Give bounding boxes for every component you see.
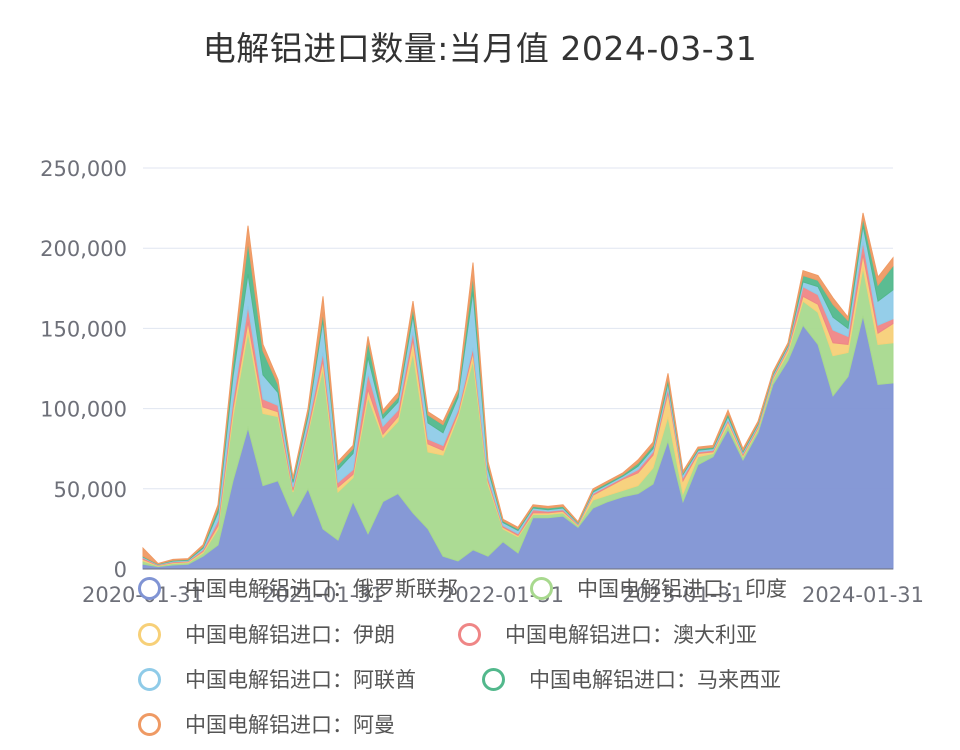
y-tick-label: 100,000	[40, 398, 127, 422]
legend-item-malaysia[interactable]: 中国电解铝进口：马来西亚	[482, 661, 781, 697]
y-tick-label: 0	[114, 558, 127, 582]
legend-item-india[interactable]: 中国电解铝进口：印度	[530, 570, 787, 606]
chart-legend: 中国电解铝进口：俄罗斯联邦 中国电解铝进口：印度 中国电解铝进口：伊朗 中国电解…	[0, 562, 960, 750]
legend-label: 中国电解铝进口：印度	[577, 577, 787, 601]
legend-item-oman[interactable]: 中国电解铝进口：阿曼	[138, 706, 395, 742]
legend-marker-icon	[138, 712, 161, 736]
legend-label: 中国电解铝进口：阿曼	[185, 713, 395, 737]
legend-marker-icon	[138, 667, 161, 691]
legend-item-iran[interactable]: 中国电解铝进口：伊朗	[138, 616, 395, 652]
legend-marker-icon	[530, 576, 553, 600]
legend-marker-icon	[458, 622, 481, 646]
legend-item-uae[interactable]: 中国电解铝进口：阿联酋	[138, 661, 416, 697]
legend-item-russia[interactable]: 中国电解铝进口：俄罗斯联邦	[138, 570, 458, 606]
x-tick-label: 2024-01-31	[802, 583, 924, 607]
legend-marker-icon	[138, 576, 161, 600]
x-tick-label: 2023-01-31	[622, 583, 744, 607]
y-tick-label: 150,000	[40, 317, 127, 341]
y-tick-label: 50,000	[54, 478, 127, 502]
area-series-6	[142, 212, 894, 565]
x-tick-label: 2021-01-31	[262, 583, 384, 607]
y-tick-label: 200,000	[40, 237, 127, 261]
y-tick-label: 250,000	[40, 157, 127, 181]
legend-marker-icon	[482, 667, 505, 691]
legend-item-australia[interactable]: 中国电解铝进口：澳大利亚	[458, 616, 757, 652]
legend-label: 中国电解铝进口：伊朗	[185, 623, 395, 647]
chart-title: 电解铝进口数量:当月值 2024-03-31	[202, 29, 758, 68]
legend-label: 中国电解铝进口：澳大利亚	[505, 623, 757, 647]
legend-label: 中国电解铝进口：马来西亚	[529, 668, 781, 692]
legend-label: 中国电解铝进口：俄罗斯联邦	[185, 577, 458, 601]
legend-label: 中国电解铝进口：阿联酋	[185, 668, 416, 692]
legend-marker-icon	[138, 622, 161, 646]
